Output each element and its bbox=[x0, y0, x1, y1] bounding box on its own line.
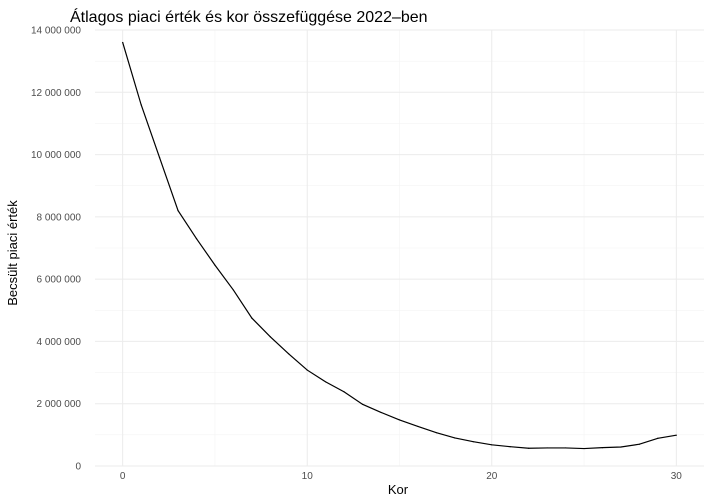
data-point bbox=[380, 411, 382, 414]
y-tick-label: 8 000 000 bbox=[37, 212, 82, 223]
y-tick-label: 6 000 000 bbox=[37, 275, 82, 286]
data-point bbox=[601, 447, 604, 449]
y-tick-label: 2 000 000 bbox=[37, 399, 82, 410]
data-point bbox=[343, 391, 345, 393]
data-point bbox=[638, 443, 641, 445]
data-point bbox=[214, 264, 216, 266]
data-point bbox=[398, 419, 401, 421]
data-point bbox=[158, 157, 161, 159]
x-tick-label: 10 bbox=[302, 471, 314, 482]
data-point bbox=[417, 425, 419, 428]
data-point bbox=[306, 369, 308, 371]
data-point bbox=[435, 432, 438, 434]
y-tick-label: 4 000 000 bbox=[37, 337, 82, 348]
data-point bbox=[140, 104, 142, 106]
data-point bbox=[251, 317, 253, 319]
data-point bbox=[564, 447, 567, 449]
x-tick-label: 0 bbox=[120, 471, 126, 482]
x-axis-label: Kor bbox=[388, 482, 409, 497]
data-point bbox=[177, 210, 179, 212]
data-point bbox=[620, 446, 622, 448]
data-point bbox=[122, 41, 124, 44]
data-point bbox=[195, 238, 198, 240]
data-point bbox=[528, 447, 530, 449]
y-tick-label: 14 000 000 bbox=[31, 26, 81, 37]
y-tick-label: 10 000 000 bbox=[31, 150, 81, 161]
y-axis-label: Becsült piaci érték bbox=[5, 200, 20, 306]
y-tick-label: 0 bbox=[75, 462, 81, 473]
data-point bbox=[583, 447, 585, 450]
x-tick-labels: 0 10 20 30 bbox=[120, 471, 682, 482]
data-point bbox=[657, 437, 659, 439]
data-point bbox=[491, 444, 493, 446]
data-point bbox=[546, 447, 548, 449]
grid bbox=[95, 29, 704, 467]
data-point bbox=[454, 437, 456, 439]
data-point bbox=[472, 441, 474, 443]
x-tick-label: 20 bbox=[486, 471, 498, 482]
data-point bbox=[325, 381, 327, 383]
data-point bbox=[288, 353, 290, 355]
y-tick-label: 12 000 000 bbox=[31, 88, 81, 99]
data-point bbox=[232, 289, 235, 291]
data-points bbox=[122, 41, 677, 450]
data-point bbox=[675, 434, 677, 436]
data-point bbox=[269, 336, 271, 338]
data-point bbox=[361, 403, 364, 405]
chart-title: Átlagos piaci érték és kor összefüggése … bbox=[70, 7, 428, 26]
y-tick-labels: 0 2 000 000 4 000 000 6 000 000 8 000 000 10 … bbox=[31, 26, 82, 473]
data-point bbox=[509, 446, 511, 448]
x-tick-label: 30 bbox=[671, 471, 683, 482]
